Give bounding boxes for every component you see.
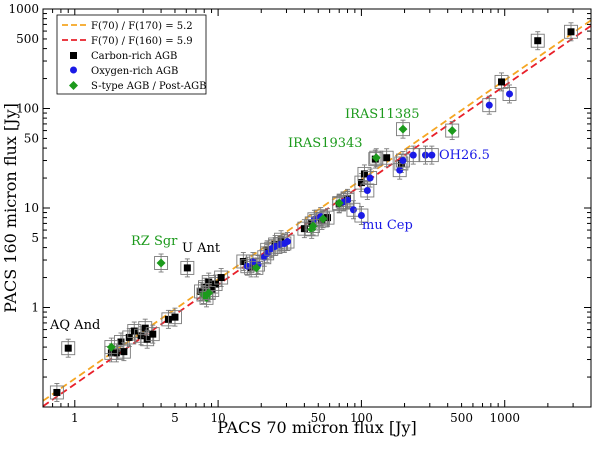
y-tick-label: 1000 (8, 2, 39, 16)
annotation-iras11385: IRAS11385 (345, 107, 420, 122)
legend-label-ratio-5-9: F(70) / F(160) = 5.9 (91, 36, 193, 47)
data-point-oxygen-rich (424, 145, 439, 165)
data-point-oxygen-rich (354, 206, 369, 225)
legend-label-ratio-5-2: F(70) / F(170) = 5.2 (91, 21, 193, 32)
x-tick-label: 10 (210, 411, 225, 425)
data-point-oxygen-rich (406, 145, 421, 165)
data-point-carbon-rich (61, 338, 76, 358)
y-tick-label: 1 (31, 301, 39, 315)
y-axis-label: PACS 160 micron flux [Jy] (1, 103, 20, 313)
x-axis-label: PACS 70 micron flux [Jy] (217, 418, 417, 437)
y-tick-label: 10 (24, 201, 39, 215)
annotation-u-ant: U Ant (182, 241, 221, 256)
data-point-carbon-rich (140, 329, 155, 349)
legend-label-oxygen: Oxygen-rich AGB (91, 66, 178, 77)
data-point-oxygen-rich (396, 151, 410, 170)
data-point-s-type (249, 258, 264, 278)
x-tick-label: 5 (171, 411, 179, 425)
legend-box (56, 14, 207, 95)
data-point-carbon-rich (214, 268, 229, 287)
data-point-s-type (306, 216, 321, 236)
x-tick-label: 100 (350, 411, 373, 425)
legend-marker-oxygen (70, 66, 77, 74)
annotation-aq-and: AQ And (49, 318, 100, 333)
data-point-oxygen-rich (502, 84, 517, 104)
data-point-carbon-rich (564, 22, 578, 42)
y-tick-label: 500 (16, 32, 39, 46)
data-point-carbon-rich (138, 318, 153, 338)
data-points (49, 22, 578, 402)
legend: F(70) / F(170) = 5.2 F(70) / F(160) = 5.… (56, 14, 207, 95)
data-point-carbon-rich (494, 72, 509, 92)
x-tick-label: 1 (71, 411, 79, 425)
data-point-s-type (104, 337, 119, 357)
data-point-s-type (201, 283, 216, 303)
x-tick-label: 1000 (489, 411, 520, 425)
x-tick-label: 500 (450, 411, 473, 425)
legend-marker-stype (69, 81, 78, 90)
data-point-carbon-rich (180, 258, 195, 278)
annotation-mu-cep: mu Cep (362, 218, 413, 233)
annotation-iras19343: IRAS19343 (288, 136, 363, 151)
data-point-carbon-rich (530, 31, 545, 51)
data-point-oxygen-rich (257, 247, 272, 267)
x-tick-label: 50 (311, 411, 326, 425)
y-tick-label: 50 (24, 131, 39, 145)
annotation-oh26-5: OH26.5 (439, 148, 490, 163)
data-point-carbon-rich (357, 164, 372, 184)
data-point-carbon-rich (116, 342, 131, 362)
y-tick-label: 100 (16, 102, 39, 116)
data-point-s-type (332, 193, 347, 213)
legend-label-carbon: Carbon-rich AGB (91, 51, 177, 62)
axis-tick-labels: 1 5 10 50 100 500 1000 1 5 10 50 100 500 1000 (8, 2, 520, 425)
legend-marker-carbon (70, 52, 77, 59)
data-point-carbon-rich (145, 324, 160, 344)
data-point-carbon-rich (168, 307, 182, 327)
data-point-oxygen-rich (363, 168, 378, 188)
data-point-oxygen-rich (482, 95, 497, 115)
axis-ticks (42, 8, 592, 408)
data-point-s-type (316, 209, 331, 229)
annotation-rz-sgr: RZ Sgr (131, 234, 178, 249)
data-point-carbon-rich (49, 383, 64, 402)
y-tick-label: 5 (31, 231, 39, 245)
data-point-oxygen-rich (360, 181, 375, 200)
legend-label-stype: S-type AGB / Post-AGB (91, 81, 206, 92)
data-point-s-type (154, 253, 169, 273)
data-point-oxygen-rich (280, 232, 295, 252)
data-point-s-type (396, 119, 410, 139)
data-point-s-type (445, 121, 460, 141)
data-point-s-type (369, 148, 384, 168)
